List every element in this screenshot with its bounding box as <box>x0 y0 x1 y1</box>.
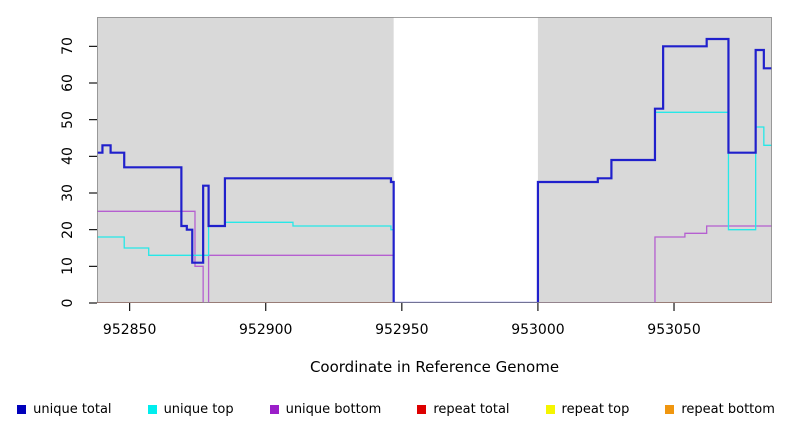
x-axis-title: Coordinate in Reference Genome <box>309 358 560 376</box>
plot-border <box>97 17 772 303</box>
legend-item-repeat-total[interactable]: repeat total <box>417 401 510 417</box>
coverage-plot <box>97 17 772 303</box>
legend-item-unique-total[interactable]: unique total <box>17 401 112 417</box>
legend-label: repeat total <box>433 401 510 417</box>
legend-item-unique-bottom[interactable]: unique bottom <box>269 401 382 417</box>
legend-swatch-icon <box>545 404 555 414</box>
chart-legend: unique total unique top unique bottom repea… <box>0 398 792 420</box>
x-tick-label: 953050 <box>647 322 701 338</box>
legend-item-repeat-bottom[interactable]: repeat bottom <box>665 402 775 417</box>
x-tick-label: 952900 <box>239 322 293 338</box>
legend-label: unique bottom <box>285 401 382 417</box>
legend-item-repeat-top[interactable]: repeat top <box>545 401 630 417</box>
x-tick-label: 952950 <box>375 322 429 338</box>
series-unique-bottom <box>97 210 772 303</box>
legend-item-unique-top[interactable]: unique top <box>147 401 234 417</box>
legend-label: repeat bottom <box>681 401 775 417</box>
legend-swatch-icon <box>147 404 157 414</box>
legend-swatch-icon <box>665 404 675 414</box>
plot-area <box>97 17 772 303</box>
legend-label: unique total <box>33 401 112 417</box>
x-tick-label: 953000 <box>511 322 565 338</box>
legend-label: repeat top <box>561 401 630 417</box>
legend-swatch-icon <box>417 404 427 414</box>
legend-swatch-icon <box>269 404 279 414</box>
legend-label: unique top <box>163 401 234 417</box>
series-unique-total <box>97 37 772 303</box>
x-tick-label: 952850 <box>102 322 157 338</box>
legend-swatch-icon <box>17 404 27 414</box>
